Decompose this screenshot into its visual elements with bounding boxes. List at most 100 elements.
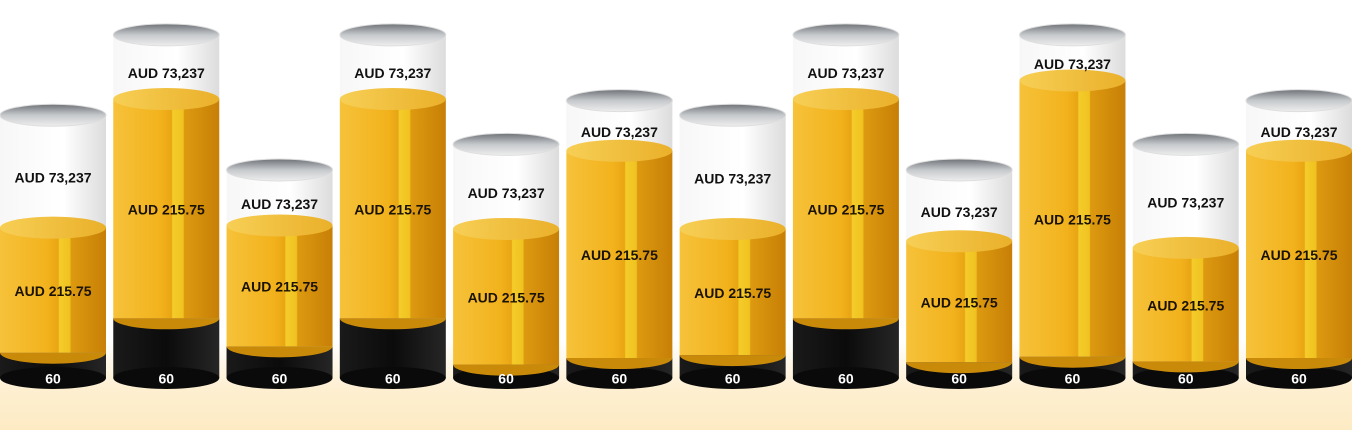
cylinder-top-cap [679,103,787,127]
data-label-middle: AUD 215.75 [128,201,205,217]
data-label-base: 60 [725,371,741,387]
data-label-top: AUD 73,237 [807,65,884,81]
cylinder-white-body [0,115,106,228]
cylinder-top-cap [226,158,334,182]
cylinder-gold-body [906,241,1013,363]
data-label-base: 60 [612,371,628,387]
cylinder-gold-top [1019,69,1126,92]
cylinder-gold-bottom [679,355,786,367]
cylinder-gold-body [339,99,446,319]
cylinder-base-bottom [1132,367,1239,389]
cylinder-gold-bottom [0,352,106,364]
data-label-base: 60 [498,371,514,387]
cylinder-base-bottom [792,367,899,389]
cylinder-gold-bottom [792,318,899,330]
cylinder-base-bottom [566,367,673,389]
cylinder-white-body [906,169,1013,242]
cylinder-gold-bottom [1246,358,1352,370]
cylinder-top-cap [112,23,220,47]
data-label-middle: AUD 215.75 [1260,247,1337,263]
data-label-middle: AUD 215.75 [1147,297,1224,313]
data-label-base: 60 [158,371,174,387]
cylinder-gold-top [1132,236,1239,259]
cylinder-gold-bottom [339,318,446,330]
cylinder-top-cap [1245,89,1352,113]
cylinder-base-bottom [226,367,333,389]
data-label-base: 60 [1178,371,1194,387]
data-label-middle: AUD 215.75 [468,290,545,306]
cylinder-base-bottom [1246,367,1352,389]
data-label-base: 60 [385,371,401,387]
data-label-middle: AUD 215.75 [1034,211,1111,227]
cylinder-top-cap [339,23,447,47]
cylinder-white-body [679,115,786,229]
cylinder-gold-bottom [906,362,1013,374]
cylinder-gold-body [453,228,560,365]
data-label-top: AUD 73,237 [581,124,658,140]
cylinder-gold-body [792,99,899,319]
cylinder-gold-body [1019,80,1126,357]
cylinder-gold-body [226,225,333,347]
data-label-base: 60 [272,371,288,387]
cylinder-top-cap [452,132,560,156]
cylinder-top-cap [0,103,107,127]
cylinder-gold-bottom [226,346,333,358]
data-label-top: AUD 73,237 [354,65,431,81]
data-label-middle: AUD 215.75 [241,279,318,295]
data-label-top: AUD 73,237 [468,185,545,201]
cylinder-base-bottom [1019,367,1126,389]
cylinder-base-bottom [906,367,1013,389]
cylinder-base-bottom [113,367,220,389]
data-label-middle: AUD 215.75 [354,201,431,217]
cylinder-gold-top [453,217,560,240]
cylinder-white-body [453,144,560,229]
cylinder-gold-body [113,99,220,319]
cylinder-gold-body [0,227,106,353]
data-label-top: AUD 73,237 [694,170,771,186]
data-label-base: 60 [1291,371,1307,387]
data-label-middle: AUD 215.75 [807,201,884,217]
cylinder-gold-bottom [113,318,220,330]
data-label-top: AUD 73,237 [1034,56,1111,72]
cylinder-gold-top [1246,139,1352,162]
data-label-middle: AUD 215.75 [694,285,771,301]
cylinder-base-bottom [339,367,446,389]
cylinder-top-cap [792,23,900,47]
cylinder-gold-bottom [566,358,673,370]
cylinder-top-cap [1018,23,1126,47]
data-label-base: 60 [838,371,854,387]
cylinder-gold-top [906,230,1013,253]
cylinder-gold-body [566,150,673,359]
data-label-middle: AUD 215.75 [14,283,91,299]
cylinder-gold-top [679,217,786,240]
cylinder-gold-bottom [1132,361,1239,373]
data-label-top: AUD 73,237 [241,196,318,212]
cylinder-gold-body [1246,150,1352,359]
cylinder-gold-top [113,88,220,111]
data-label-top: AUD 73,237 [1260,124,1337,140]
cylinder-top-cap [905,158,1013,182]
cylinder-gold-top [0,216,106,239]
data-label-top: AUD 73,237 [14,170,91,186]
data-label-base: 60 [951,371,967,387]
cylinder-top-cap [565,89,673,113]
cylinder-gold-top [566,139,673,162]
cylinder-white-body [1132,144,1239,248]
cylinder-gold-bottom [1019,356,1126,368]
cylinder-gold-top [226,214,333,237]
data-label-top: AUD 73,237 [128,65,205,81]
floor-glow [0,340,1352,430]
data-label-top: AUD 73,237 [1147,194,1224,210]
data-label-middle: AUD 215.75 [581,247,658,263]
cylinder-gold-body [1132,247,1239,362]
cylinder-gold-top [792,88,899,111]
data-label-base: 60 [1065,371,1081,387]
cylinder-top-cap [1132,132,1240,156]
cylinder-base-bottom [0,367,106,389]
data-label-base: 60 [45,371,61,387]
data-label-middle: AUD 215.75 [921,294,998,310]
cylinder-gold-bottom [453,364,560,376]
cylinder-gold-body [679,228,786,356]
data-label-top: AUD 73,237 [921,204,998,220]
